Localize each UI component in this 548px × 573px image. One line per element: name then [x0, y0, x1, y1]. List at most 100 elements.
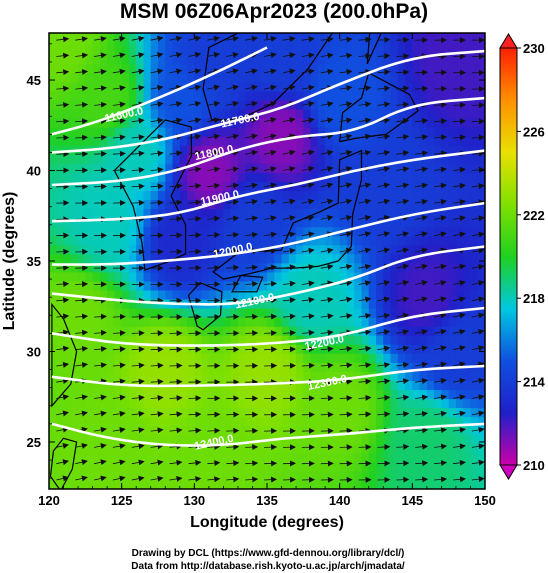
field-cell [179, 235, 188, 246]
field-cell [455, 36, 464, 47]
wind-arrow [471, 215, 485, 222]
field-cell [346, 81, 355, 92]
field-cell [434, 416, 442, 427]
field-cell [434, 190, 442, 200]
field-cell [245, 308, 254, 318]
field-cell [165, 109, 174, 119]
field-cell [463, 371, 472, 381]
field-cell [267, 452, 275, 463]
field-cell [56, 326, 65, 336]
field-cell [107, 145, 115, 155]
field-cell [376, 317, 384, 327]
field-cell [303, 217, 312, 228]
field-cell [281, 407, 290, 418]
field-cell [390, 389, 399, 400]
field-cell [274, 33, 283, 38]
field-cell [63, 199, 72, 210]
field-cell [49, 353, 57, 363]
wind-arrow [226, 476, 240, 483]
field-cell [99, 63, 108, 74]
field-cell [317, 136, 326, 146]
field-cell [121, 280, 130, 291]
field-cell [216, 72, 224, 83]
field-cell [288, 244, 297, 255]
field-cell [434, 480, 442, 489]
field-cell [150, 262, 159, 273]
field-cell [332, 145, 341, 155]
field-cell [143, 45, 152, 56]
field-cell [419, 371, 428, 381]
field-cell [128, 398, 137, 409]
field-cell [107, 344, 115, 354]
field-cell [267, 299, 275, 309]
wind-arrow [396, 247, 410, 254]
field-cell [201, 425, 210, 436]
field-cell [194, 416, 203, 427]
wind-arrow [415, 296, 428, 303]
field-cell [339, 235, 348, 246]
wind-arrow [188, 52, 202, 58]
field-cell [201, 127, 210, 137]
field-cell [56, 208, 65, 219]
field-cell [354, 54, 363, 65]
field-cell [339, 480, 348, 489]
wind-arrow [264, 330, 278, 337]
field-cell [434, 389, 442, 400]
field-cell [49, 118, 57, 128]
field-cell [463, 389, 472, 400]
field-cell [267, 380, 275, 390]
field-cell [237, 33, 246, 38]
field-cell [172, 434, 181, 445]
field-cell [165, 199, 174, 210]
field-cell [346, 190, 355, 200]
field-cell [114, 33, 123, 38]
wind-arrow [301, 247, 315, 254]
field-cell [267, 425, 275, 436]
field-cell [165, 253, 174, 264]
field-cell [252, 90, 261, 101]
field-cell [230, 326, 239, 336]
field-cell [368, 244, 377, 255]
field-cell [325, 100, 333, 110]
wind-arrow [94, 52, 107, 59]
field-cell [397, 181, 406, 191]
field-cell [346, 217, 355, 228]
field-cell [470, 389, 479, 400]
field-cell [237, 443, 246, 454]
field-cell [56, 145, 65, 155]
wind-arrow [75, 297, 89, 304]
wind-arrow [188, 117, 202, 124]
field-cell [405, 416, 413, 427]
field-cell [267, 72, 275, 83]
wind-arrow [188, 166, 202, 173]
wind-arrow [169, 362, 183, 369]
field-cell [296, 72, 304, 83]
wind-arrow [339, 296, 353, 303]
field-cell [426, 434, 435, 445]
field-cell [368, 461, 377, 472]
field-cell [412, 90, 421, 101]
field-cell [85, 72, 94, 83]
field-cell [78, 434, 86, 445]
field-cell [303, 398, 312, 409]
wind-arrow [188, 476, 202, 483]
field-cell [107, 63, 115, 74]
field-cell [150, 461, 159, 472]
field-cell [92, 226, 101, 237]
field-cell [390, 154, 399, 164]
field-cell [114, 190, 123, 200]
field-cell [85, 199, 94, 210]
field-cell [99, 136, 108, 146]
field-cell [332, 100, 341, 110]
field-cell [99, 271, 108, 282]
field-cell [99, 371, 108, 381]
field-cell [194, 317, 203, 327]
field-cell [143, 398, 152, 409]
field-cell [187, 280, 195, 291]
field-cell [99, 172, 108, 182]
field-cell [259, 208, 268, 219]
field-cell [136, 145, 145, 155]
field-cell [455, 109, 464, 119]
field-cell [448, 36, 457, 47]
wind-arrow [434, 263, 447, 270]
